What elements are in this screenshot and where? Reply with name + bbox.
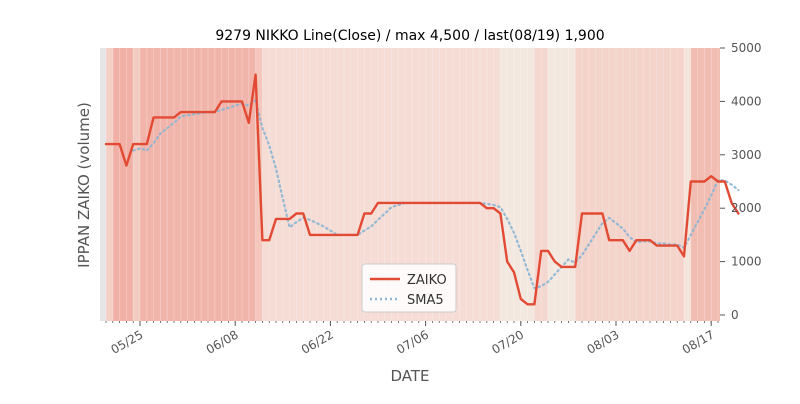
x-axis-title: DATE <box>390 367 429 385</box>
y-tick-label: 1000 <box>731 255 762 269</box>
background-band <box>112 48 134 321</box>
background-band <box>140 48 256 321</box>
chart-title: 9279 NIKKO Line(Close) / max 4,500 / las… <box>215 28 604 44</box>
background-band <box>548 48 576 321</box>
x-tick-label: 07/06 <box>394 327 431 356</box>
background-band <box>500 48 535 321</box>
background-band <box>106 48 113 321</box>
x-tick-label: 06/08 <box>204 327 241 356</box>
x-tick-label: 08/17 <box>680 327 717 356</box>
background-band <box>575 48 684 321</box>
x-tick-label: 06/22 <box>299 327 336 356</box>
y-axis: 0 1000 2000 3000 4000 5000 <box>720 41 762 322</box>
y-tick-label: 2000 <box>731 201 762 215</box>
x-tick-label: 07/20 <box>489 327 526 356</box>
x-tick-label: 08/03 <box>585 327 622 356</box>
legend-label-sma5: SMA5 <box>407 293 444 308</box>
background-band <box>133 48 140 321</box>
series-line-zaiko <box>104 73 740 306</box>
y-tick-label: 0 <box>731 308 739 322</box>
legend: ZAIKO SMA5 <box>361 263 457 313</box>
background-band <box>684 48 691 321</box>
y-tick-label: 4000 <box>731 94 762 108</box>
y-tick-label: 5000 <box>731 41 762 55</box>
background-band <box>262 48 378 321</box>
y-axis-title: IPPAN ZAIKO (volume) <box>75 102 93 268</box>
legend-label-zaiko: ZAIKO <box>407 273 447 288</box>
background-band <box>534 48 548 321</box>
x-axis: 05/25 06/08 06/22 07/06 07/20 08/03 08/17 <box>105 321 719 357</box>
y-tick-label: 3000 <box>731 148 762 162</box>
series-lines <box>104 73 740 306</box>
x-tick-label: 05/25 <box>109 327 146 356</box>
